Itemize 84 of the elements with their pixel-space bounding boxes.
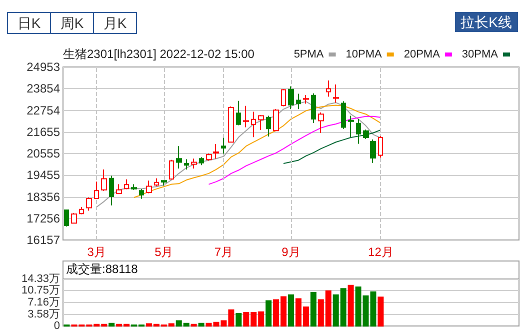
candlestick xyxy=(318,112,324,134)
candlestick xyxy=(303,94,309,104)
candlestick xyxy=(333,84,339,104)
candlestick xyxy=(169,159,174,180)
x-tick-label: 12月 xyxy=(368,245,394,259)
candlestick xyxy=(71,212,77,224)
y-tick-label: 24953 xyxy=(26,60,60,74)
candlestick xyxy=(288,86,294,110)
line-series xyxy=(283,129,382,164)
candlestick xyxy=(326,80,331,98)
y-tick-label: 21655 xyxy=(26,124,60,139)
legend-label: 5PMA xyxy=(294,48,324,60)
candlestick xyxy=(348,115,354,138)
candlestick xyxy=(184,158,189,170)
candlestick xyxy=(266,115,271,138)
y-tick-label: 19455 xyxy=(26,168,60,182)
bar xyxy=(198,322,204,326)
y-tick-label: 16157 xyxy=(26,233,60,247)
line-series xyxy=(96,101,382,208)
candlestick xyxy=(243,105,249,128)
text: 日K xyxy=(8,13,50,33)
candlestick xyxy=(146,180,152,194)
candlestick xyxy=(154,178,159,187)
line-series xyxy=(134,104,382,198)
candlestick xyxy=(356,118,361,144)
candlestick xyxy=(281,88,286,107)
chart-title: 生猪2301[lh2301] 2022-12-02 15:00 xyxy=(63,47,255,61)
bar xyxy=(266,300,272,326)
bar xyxy=(310,292,316,326)
candlestick xyxy=(116,184,122,194)
candlestick xyxy=(341,100,346,130)
y-tick-label: 3.58万 xyxy=(28,308,60,320)
y-tick-label: 22754 xyxy=(26,103,60,118)
legend-label: 30PMA xyxy=(462,48,499,60)
candlestick xyxy=(139,188,144,200)
bar xyxy=(288,294,294,326)
candlestick xyxy=(206,153,212,162)
line-series xyxy=(208,116,382,185)
y-tick-label: 14.33万 xyxy=(21,273,60,285)
bar xyxy=(236,313,242,326)
candlestick xyxy=(176,146,182,169)
candlestick xyxy=(363,129,369,140)
candlestick xyxy=(94,181,99,200)
y-tick-label: 20555 xyxy=(26,146,60,160)
candlestick xyxy=(311,92,316,124)
legend-label: 20PMA xyxy=(404,48,441,60)
bar xyxy=(348,284,354,326)
x-tick-label: 7月 xyxy=(214,245,234,259)
y-tick-label: 0 xyxy=(54,320,60,332)
candlestick xyxy=(79,206,84,215)
candlestick xyxy=(296,93,301,110)
candlestick xyxy=(258,114,264,130)
x-tick-label: 3月 xyxy=(87,245,106,259)
candlestick xyxy=(370,138,376,164)
candlestick xyxy=(161,180,167,186)
candlestick xyxy=(109,175,114,206)
candlestick xyxy=(378,136,383,158)
candlestick xyxy=(199,156,204,166)
candlestick xyxy=(86,196,92,212)
text: 拉长K线 xyxy=(454,12,518,32)
bar xyxy=(378,296,384,326)
x-tick-label: 9月 xyxy=(282,245,300,259)
text: 月K xyxy=(93,13,136,33)
candlestick xyxy=(101,168,107,192)
bar xyxy=(108,322,115,326)
text: 成交量:88118 xyxy=(66,262,138,276)
candlestick xyxy=(251,111,256,138)
legend-label: 10PMA xyxy=(346,48,383,60)
y-tick-label: 7.16万 xyxy=(28,296,60,309)
y-tick-label: 17256 xyxy=(26,211,60,226)
candlestick xyxy=(124,178,129,190)
candlestick xyxy=(131,184,137,190)
candlestick xyxy=(228,106,234,143)
candlestick xyxy=(236,100,241,126)
candlestick xyxy=(191,158,197,169)
text: 周K xyxy=(50,13,93,33)
candlestick xyxy=(221,137,226,154)
x-tick-label: 5月 xyxy=(154,245,174,259)
candlestick xyxy=(273,108,279,132)
candlestick xyxy=(213,144,219,160)
y-tick-label: 18356 xyxy=(26,190,60,204)
candlestick xyxy=(64,209,69,227)
y-tick-label: 10.75万 xyxy=(21,284,60,297)
y-tick-label: 23854 xyxy=(26,82,60,96)
